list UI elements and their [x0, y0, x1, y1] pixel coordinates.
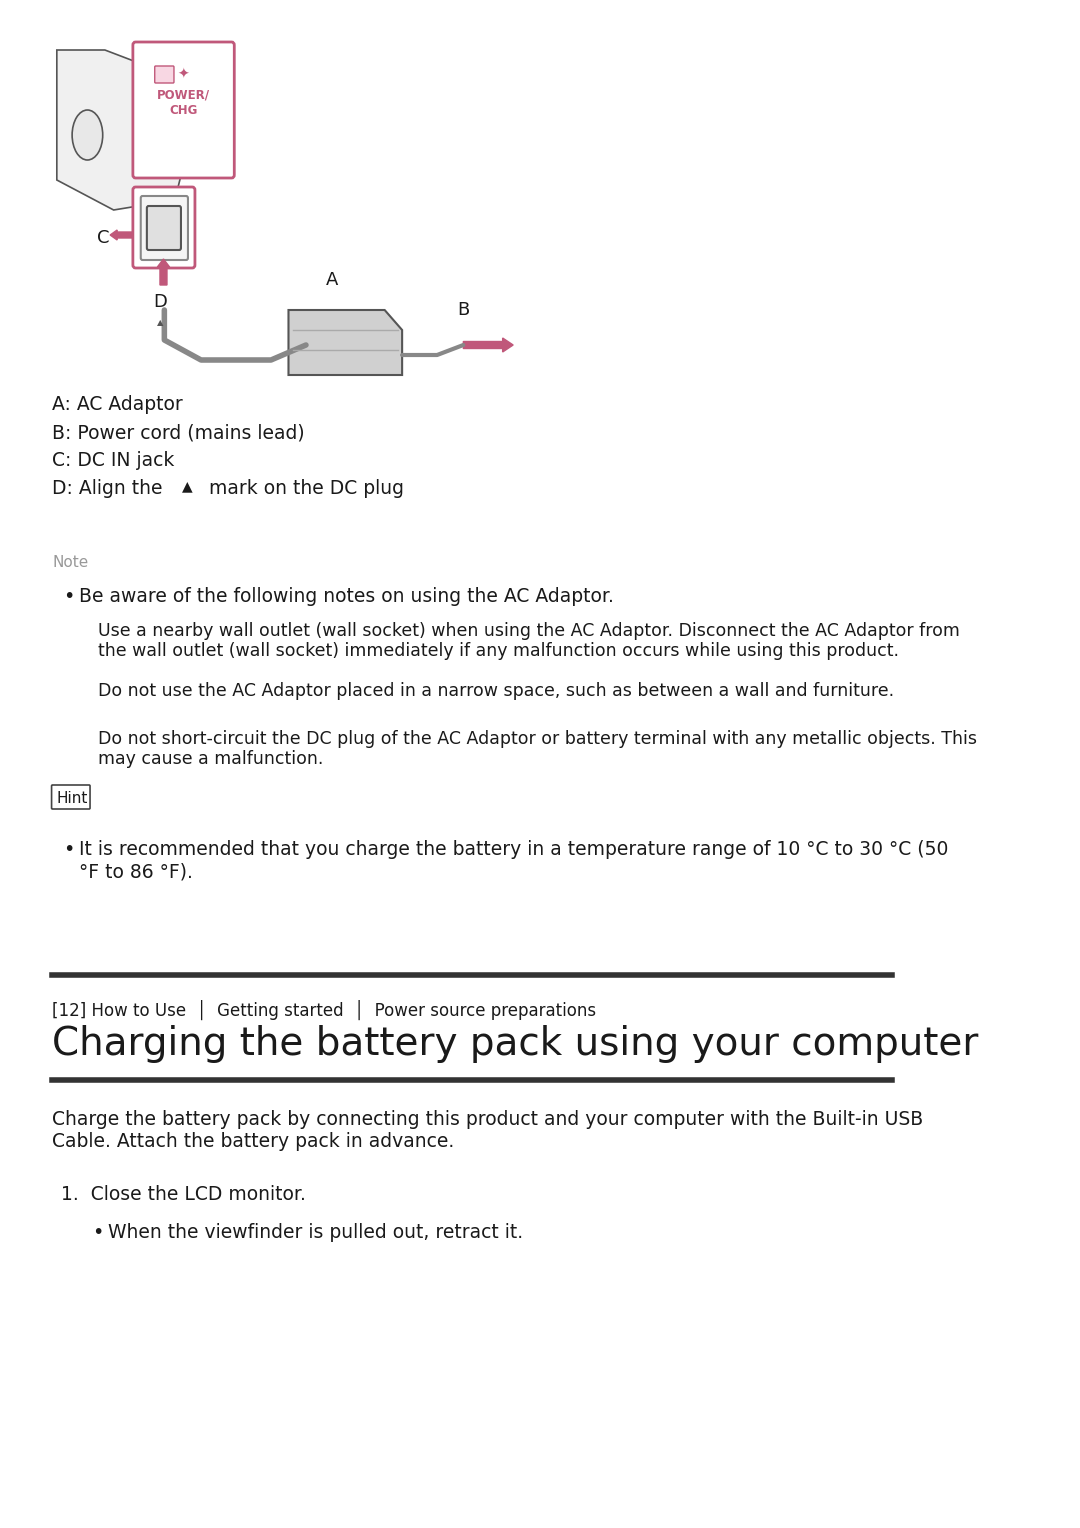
Text: Do not short-circuit the DC plug of the AC Adaptor or battery terminal with any : Do not short-circuit the DC plug of the … — [98, 730, 977, 749]
Text: D: D — [153, 293, 167, 312]
Text: D: Align the: D: Align the — [53, 478, 168, 498]
Text: ▲: ▲ — [157, 318, 163, 327]
Text: A: AC Adaptor: A: AC Adaptor — [53, 396, 184, 414]
Text: Note: Note — [53, 555, 89, 570]
Text: mark on the DC plug: mark on the DC plug — [197, 478, 404, 498]
Text: °F to 86 °F).: °F to 86 °F). — [79, 862, 192, 882]
Text: Hint: Hint — [57, 790, 89, 805]
Text: Charge the battery pack by connecting this product and your computer with the Bu: Charge the battery pack by connecting th… — [53, 1109, 923, 1129]
Text: It is recommended that you charge the battery in a temperature range of 10 °C to: It is recommended that you charge the ba… — [79, 840, 948, 859]
Polygon shape — [288, 310, 402, 374]
Text: [12] How to Use  │  Getting started  │  Power source preparations: [12] How to Use │ Getting started │ Powe… — [53, 999, 596, 1021]
FancyArrow shape — [110, 231, 133, 240]
Text: the wall outlet (wall socket) immediately if any malfunction occurs while using : the wall outlet (wall socket) immediatel… — [98, 642, 899, 660]
Polygon shape — [57, 50, 192, 209]
Text: 1.  Close the LCD monitor.: 1. Close the LCD monitor. — [62, 1186, 306, 1204]
Text: Do not use the AC Adaptor placed in a narrow space, such as between a wall and f: Do not use the AC Adaptor placed in a na… — [98, 681, 894, 700]
FancyArrow shape — [463, 338, 513, 351]
Text: B: B — [457, 301, 470, 319]
Text: When the viewfinder is pulled out, retract it.: When the viewfinder is pulled out, retra… — [108, 1222, 523, 1242]
Text: •: • — [92, 1222, 104, 1242]
Text: B: Power cord (mains lead): B: Power cord (mains lead) — [53, 423, 305, 442]
FancyBboxPatch shape — [154, 66, 174, 83]
Text: •: • — [63, 840, 75, 859]
FancyBboxPatch shape — [147, 206, 181, 251]
Ellipse shape — [72, 110, 103, 160]
Text: Charging the battery pack using your computer: Charging the battery pack using your com… — [53, 1025, 978, 1063]
FancyArrow shape — [158, 260, 170, 286]
FancyBboxPatch shape — [133, 41, 234, 177]
Text: Use a nearby wall outlet (wall socket) when using the AC Adaptor. Disconnect the: Use a nearby wall outlet (wall socket) w… — [98, 622, 960, 640]
FancyBboxPatch shape — [133, 186, 195, 267]
Text: may cause a malfunction.: may cause a malfunction. — [98, 750, 323, 769]
Text: ✦: ✦ — [178, 69, 189, 83]
FancyBboxPatch shape — [140, 196, 188, 260]
Text: CHG: CHG — [170, 104, 198, 116]
FancyBboxPatch shape — [52, 785, 90, 808]
Text: Be aware of the following notes on using the AC Adaptor.: Be aware of the following notes on using… — [79, 587, 613, 607]
Text: C: C — [97, 229, 109, 248]
Text: A: A — [326, 270, 338, 289]
Text: POWER/: POWER/ — [157, 89, 211, 101]
Text: Cable. Attach the battery pack in advance.: Cable. Attach the battery pack in advanc… — [53, 1132, 455, 1151]
Text: C: DC IN jack: C: DC IN jack — [53, 451, 175, 471]
Text: ▲: ▲ — [181, 478, 192, 494]
Text: •: • — [63, 587, 75, 607]
